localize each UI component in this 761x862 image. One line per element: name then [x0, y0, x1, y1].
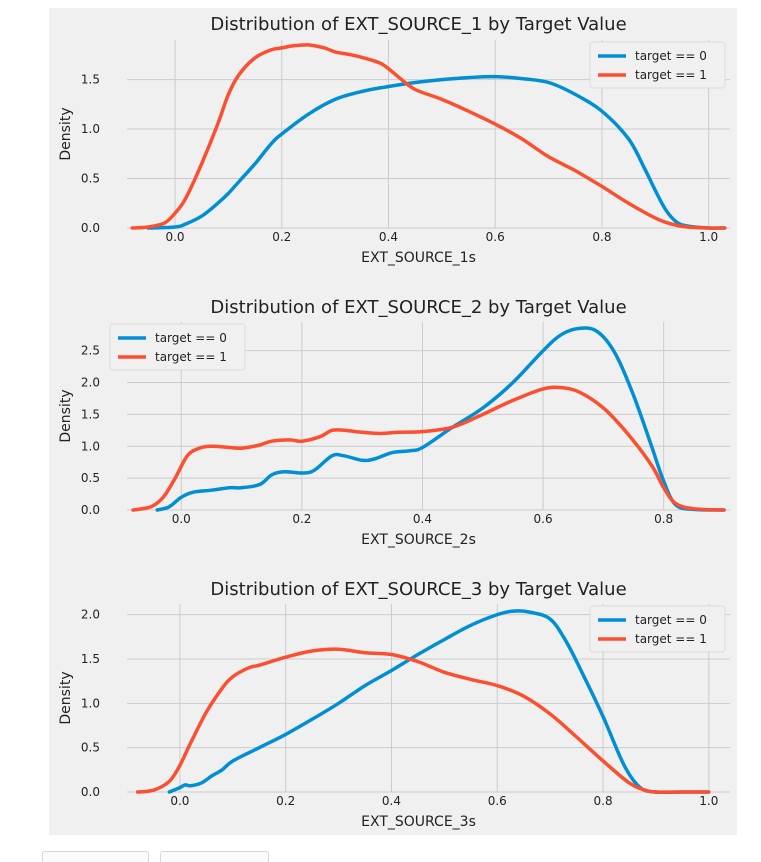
legend-label: target == 0 [155, 331, 227, 345]
y-tick-label: 0.0 [81, 503, 100, 517]
chart-3: 0.0 0.2 0.4 0.6 0.8 1.0 0.0 0.5 1.0 1.5 2.0 Distrib… [58, 579, 730, 830]
chart-title: Distribution of EXT_SOURCE_1 by Target V… [210, 14, 626, 35]
chart-2: 0.0 0.2 0.4 0.6 0.8 0.0 0.5 1.0 1.5 2.0 2.5 Distrib… [58, 297, 730, 548]
legend-label: target == 1 [635, 68, 707, 82]
x-axis-label: EXT_SOURCE_1s [361, 250, 476, 266]
y-axis-label: Density [58, 107, 74, 160]
y-tick-label: 0.5 [81, 741, 100, 755]
chart-title: Distribution of EXT_SOURCE_3 by Target V… [210, 579, 626, 600]
series-line-target-0 [146, 74, 727, 230]
x-axis-label: EXT_SOURCE_2s [361, 532, 476, 548]
y-tick-label: 2.5 [81, 344, 100, 358]
legend-label: target == 1 [635, 632, 707, 646]
legend-label: target == 0 [635, 49, 707, 63]
series-line-target-1 [131, 385, 726, 512]
x-tick-label: 0.0 [165, 230, 184, 244]
y-tick-label: 1.0 [81, 696, 100, 710]
x-tick-label: 0.6 [486, 230, 505, 244]
x-tick-label: 0.2 [272, 230, 291, 244]
y-tick-label: 0.5 [81, 172, 100, 186]
output-toggle-button[interactable] [42, 851, 149, 862]
y-tick-label: 0.5 [81, 471, 100, 485]
y-tick-label: 2.0 [81, 608, 100, 622]
y-axis-label: Density [58, 389, 74, 442]
y-tick-label: 1.5 [81, 652, 100, 666]
x-tick-label: 0.2 [292, 512, 311, 526]
series-line-target-1 [135, 647, 711, 794]
x-tick-label: 0.0 [172, 512, 191, 526]
figure-background [49, 8, 737, 835]
y-tick-label: 1.5 [81, 407, 100, 421]
x-tick-label: 0.8 [654, 512, 673, 526]
y-tick-label: 1.0 [81, 122, 100, 136]
legend: target == 0 target == 1 [589, 605, 726, 653]
series-line-target-1 [130, 43, 727, 230]
x-axis-label: EXT_SOURCE_3s [361, 814, 476, 830]
x-tick-label: 0.4 [413, 512, 432, 526]
x-tick-label: 0.6 [534, 512, 553, 526]
series-line-target-0 [155, 326, 726, 512]
x-tick-label: 0.0 [170, 794, 189, 808]
x-tick-label: 1.0 [699, 230, 718, 244]
legend-label: target == 0 [635, 613, 707, 627]
x-tick-label: 0.4 [382, 794, 401, 808]
y-axis-label: Density [58, 671, 74, 724]
output-scroll-button[interactable] [160, 851, 269, 862]
series-line-target-0 [167, 609, 711, 795]
legend: target == 0 target == 1 [589, 41, 726, 89]
y-tick-label: 2.0 [81, 376, 100, 390]
legend: target == 0 target == 1 [109, 323, 246, 371]
y-tick-label: 1.5 [81, 73, 100, 87]
y-tick-label: 0.0 [81, 221, 100, 235]
x-tick-label: 0.6 [488, 794, 507, 808]
charts: 0.0 0.2 0.4 0.6 0.8 1.0 0.0 0.5 1.0 1.5 Distributi… [58, 14, 730, 830]
legend-label: target == 1 [155, 350, 227, 364]
chart-title: Distribution of EXT_SOURCE_2 by Target V… [210, 297, 626, 318]
y-tick-label: 1.0 [81, 439, 100, 453]
chart-1: 0.0 0.2 0.4 0.6 0.8 1.0 0.0 0.5 1.0 1.5 Distributi… [58, 14, 730, 266]
x-tick-label: 0.8 [594, 794, 613, 808]
y-tick-label: 0.0 [81, 785, 100, 799]
x-tick-label: 1.0 [699, 794, 718, 808]
x-tick-label: 0.2 [276, 794, 295, 808]
x-tick-label: 0.8 [592, 230, 611, 244]
x-tick-label: 0.4 [379, 230, 398, 244]
